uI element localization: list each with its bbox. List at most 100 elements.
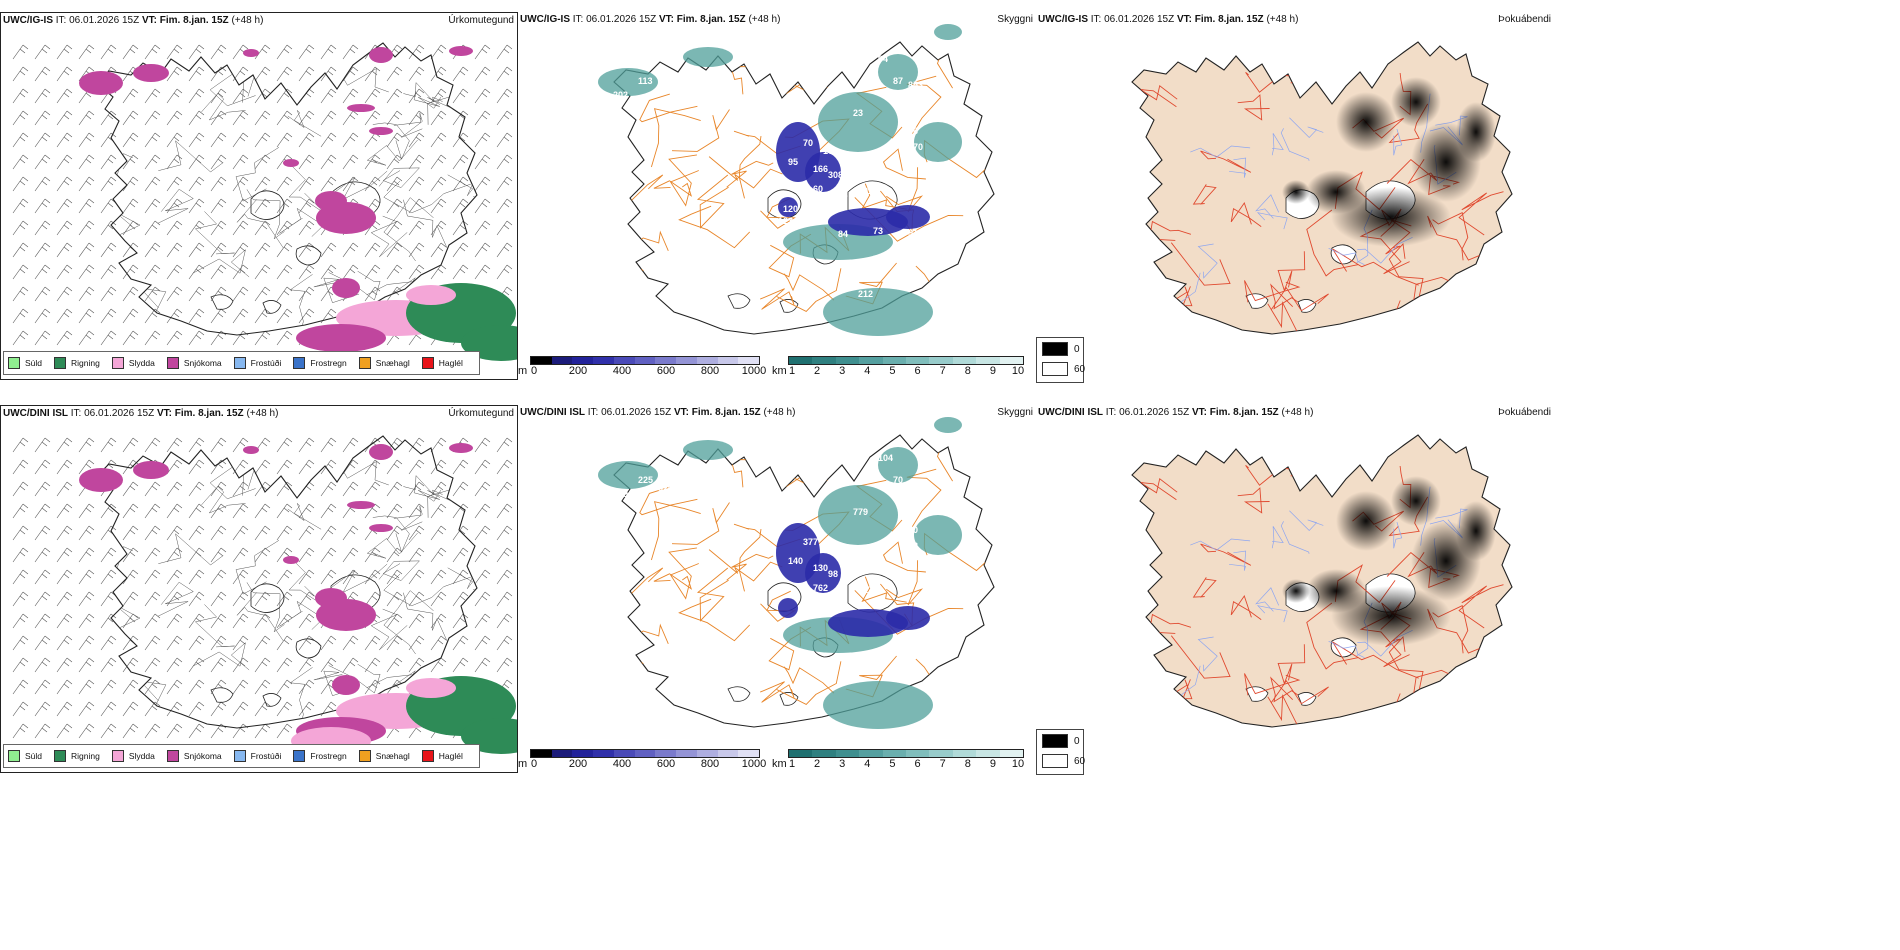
- wind-barb: [276, 198, 293, 214]
- wind-barb: [276, 242, 293, 258]
- wind-barb: [34, 503, 51, 519]
- wind-barb: [12, 286, 29, 302]
- wind-barb: [276, 110, 293, 126]
- wind-barb: [430, 220, 447, 236]
- fog-legend-value: 0: [1074, 343, 1080, 355]
- wind-barb: [276, 525, 293, 541]
- wind-barb: [188, 88, 205, 104]
- wind-barb: [320, 503, 337, 519]
- wind-barb: [12, 44, 29, 60]
- colorbar-segment: [738, 750, 760, 757]
- variable-label: Þokuábendi: [1498, 14, 1551, 25]
- road-line: [192, 642, 250, 671]
- colorbar-segment: [613, 750, 635, 757]
- wind-barb: [474, 503, 491, 519]
- wind-barb: [166, 723, 183, 739]
- wind-barb: [386, 657, 403, 673]
- wind-barb: [408, 264, 425, 280]
- colorbar-unit: km: [772, 365, 787, 377]
- wind-barb: [298, 242, 315, 258]
- wind-barb: [166, 66, 183, 82]
- wind-barb: [430, 264, 447, 280]
- colorbar-strip: [788, 356, 1024, 365]
- cloud-areas: [598, 24, 962, 336]
- wind-barb: [166, 308, 183, 324]
- wind-barb: [56, 547, 73, 563]
- wind-barb: [232, 591, 249, 607]
- wind-barb: [254, 198, 271, 214]
- river-line: [1328, 640, 1365, 659]
- colorbar-segment: [835, 750, 860, 757]
- colorbar-tick: 2: [814, 365, 821, 377]
- road-line: [785, 455, 828, 488]
- wind-barb: [166, 44, 183, 60]
- wind-barb: [166, 679, 183, 695]
- wind-barb: [276, 569, 293, 585]
- wind-barb: [34, 635, 51, 651]
- legend-swatch: [8, 750, 20, 762]
- wind-barb: [386, 110, 403, 126]
- road-line: [696, 174, 729, 229]
- road-line: [1332, 248, 1419, 286]
- fog-map: [1131, 434, 1513, 728]
- road-line: [201, 486, 246, 514]
- road-line: [776, 268, 842, 312]
- wind-barb: [474, 657, 491, 673]
- cloud-base-label: 209: [613, 489, 628, 499]
- legend-label: Súld: [25, 358, 43, 368]
- wind-barb: [56, 701, 73, 717]
- glacier-outline: [295, 638, 322, 659]
- cloud-base-label: 779: [853, 507, 868, 517]
- road-line: [1140, 478, 1178, 501]
- visibility-area: [878, 54, 918, 90]
- wind-barb: [144, 308, 161, 324]
- fog-legend: 0 60: [1036, 337, 1085, 383]
- wind-barb: [496, 220, 513, 236]
- wind-barb: [78, 308, 95, 324]
- wind-barb: [474, 198, 491, 214]
- colorbar-segment: [929, 750, 953, 757]
- wind-barb: [100, 330, 117, 346]
- legend-swatch: [293, 357, 306, 369]
- wind-barb: [34, 308, 51, 324]
- iceland-map: [613, 41, 995, 335]
- wind-barb: [122, 635, 139, 651]
- wind-barb: [408, 132, 425, 148]
- snow-area: [347, 501, 375, 509]
- road-line: [403, 199, 448, 249]
- wind-barb: [276, 176, 293, 192]
- wind-barb: [452, 481, 469, 497]
- fog-legend-value: 60: [1074, 755, 1086, 767]
- visibility-area: [818, 92, 898, 152]
- precip-type-panel-top: UWC/IG-IS IT: 06.01.2026 15Z VT: Fim. 8.…: [0, 12, 518, 380]
- road-line: [760, 681, 795, 703]
- road-line: [289, 667, 313, 723]
- wind-barb: [430, 176, 447, 192]
- cloud-base-colorbar: m 0 200 400 600 800 1000: [518, 748, 770, 770]
- road-line: [1306, 602, 1359, 670]
- wind-barb: [56, 613, 73, 629]
- wind-barb: [232, 569, 249, 585]
- road-line: [1458, 191, 1504, 236]
- glacier-outline: [210, 687, 234, 703]
- road-line: [158, 533, 224, 566]
- colorbar-segment: [676, 357, 697, 364]
- road-line: [383, 590, 434, 655]
- road-line: [671, 502, 730, 545]
- fog-panel-top: UWC/IG-IS IT: 06.01.2026 15Z VT: Fim. 8.…: [1036, 12, 1554, 380]
- wind-barb: [452, 132, 469, 148]
- wind-barb: [122, 503, 139, 519]
- fog-density: [1282, 77, 1496, 247]
- wind-barb: [232, 110, 249, 126]
- wind-barb: [210, 481, 227, 497]
- wind-barb: [254, 569, 271, 585]
- colorbar-strip: [788, 749, 1024, 758]
- colorbar-tick: 4: [864, 758, 871, 770]
- road-line: [1140, 85, 1178, 108]
- wind-barb: [342, 459, 359, 475]
- road-line: [639, 486, 698, 516]
- wind-barb: [320, 635, 337, 651]
- colorbar-tick: 5: [889, 758, 896, 770]
- precip-legend: Súld Rigning Slydda Snjókoma Frostúði Frostre…: [3, 744, 480, 768]
- wind-barb: [78, 330, 95, 346]
